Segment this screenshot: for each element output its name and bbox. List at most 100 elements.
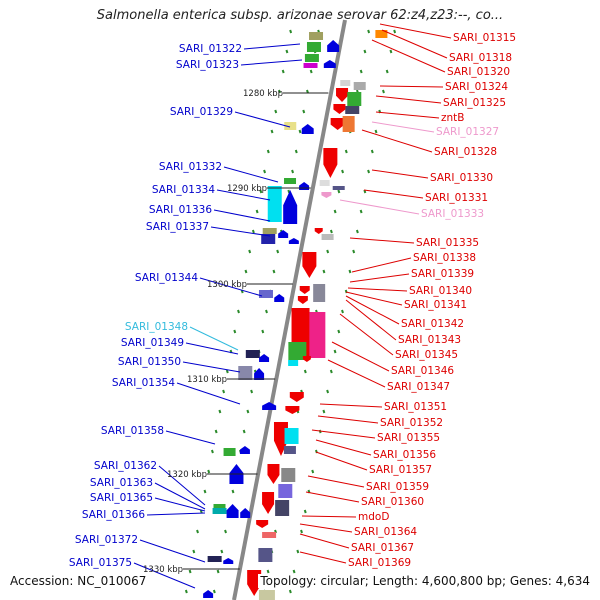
gene-block <box>258 290 273 298</box>
gene-arrow-reverse <box>299 286 310 294</box>
gene-block <box>278 484 293 498</box>
leader-line-right <box>351 257 412 273</box>
leader-line-left <box>223 166 279 183</box>
guide-dash <box>274 109 278 114</box>
gene-label-right: SARI_01360 <box>361 496 424 508</box>
gene-label-left: SARI_01332 <box>159 161 222 173</box>
guide-dash <box>370 149 374 154</box>
gene-arrow-forward <box>262 402 277 410</box>
guide-dash <box>184 589 188 594</box>
gene-label-left: SARI_01358 <box>101 425 164 437</box>
guide-dash <box>309 69 313 74</box>
leader-line-right <box>315 439 372 456</box>
leader-line-right <box>339 313 394 356</box>
gene-arrow-forward <box>254 368 265 380</box>
leader-line-left <box>182 361 241 373</box>
gene-label-right: SARI_01325 <box>443 97 506 109</box>
guide-dash <box>322 269 326 274</box>
gene-label-left: SARI_01329 <box>170 106 233 118</box>
guide-dash <box>188 569 192 574</box>
leader-line-right <box>307 475 365 488</box>
gene-block <box>212 508 227 514</box>
gene-label-right: SARI_01356 <box>373 449 436 461</box>
gene-arrow-forward <box>278 230 289 238</box>
gene-label-left: SARI_01322 <box>179 43 242 55</box>
guide-dash <box>244 269 248 274</box>
gene-labels: SARI_01322 SARI_01323 SARI_01329 SARI_01332… <box>69 32 516 569</box>
guide-dash <box>382 89 385 94</box>
gene-label-left: SARI_01348 <box>125 321 188 333</box>
guide-dash <box>216 569 220 574</box>
gene-label-left: SARI_01336 <box>149 204 212 216</box>
guide-dash <box>329 369 333 374</box>
gene-block <box>306 42 321 52</box>
gene-label-right: SARI_01345 <box>395 349 458 361</box>
gene-block <box>304 54 319 62</box>
guide-dash <box>359 69 363 74</box>
gene-label-right: zntB <box>441 112 465 124</box>
guide-dash <box>251 229 255 234</box>
leader-line-right <box>317 415 379 424</box>
gene-block <box>245 350 260 358</box>
gene-label-right: SARI_01351 <box>384 401 447 413</box>
gene-arrow-reverse <box>323 148 338 178</box>
gene-block <box>261 234 276 244</box>
guide-dash <box>333 349 337 354</box>
leader-line-right <box>299 523 353 533</box>
gene-arrow-reverse <box>336 88 349 102</box>
gene-arrow-forward <box>203 590 214 598</box>
guide-dash <box>266 149 270 154</box>
gene-label-right: SARI_01327 <box>436 126 499 138</box>
leader-line-left <box>213 209 271 222</box>
gene-label-right: SARI_01324 <box>445 81 508 93</box>
leader-line-left <box>176 382 241 405</box>
kbp-tick-label: 1310 kbp <box>187 375 227 385</box>
gene-arrow-reverse <box>321 192 332 198</box>
gene-block <box>309 312 326 358</box>
guide-dash <box>303 369 307 374</box>
gene-arrow-reverse <box>256 520 269 528</box>
gene-arrow-forward <box>288 238 299 244</box>
gene-label-right: SARI_01341 <box>404 299 467 311</box>
guide-dash <box>203 489 207 494</box>
leader-line-left <box>158 465 206 506</box>
gene-label-left: SARI_01344 <box>135 272 198 284</box>
gene-label-left: SARI_01323 <box>176 59 239 71</box>
leader-line-right <box>349 273 410 283</box>
gene-label-left: SARI_01375 <box>69 557 132 569</box>
leader-line-right <box>345 299 397 341</box>
guide-dash <box>374 129 378 134</box>
gene-block <box>223 448 236 456</box>
leader-line-right <box>347 287 408 292</box>
leader-line-right <box>299 551 347 564</box>
guide-dash <box>296 549 300 554</box>
leader-line-right <box>339 199 420 215</box>
gene-block <box>284 178 297 184</box>
gene-label-right: SARI_01346 <box>391 365 454 377</box>
guide-dash <box>199 509 203 514</box>
gene-label-right: SARI_01339 <box>411 268 474 280</box>
leader-line-left <box>154 497 206 512</box>
guide-dash <box>265 309 268 314</box>
gene-label-right: SARI_01359 <box>366 481 429 493</box>
leader-line-right <box>327 359 386 388</box>
gene-arrow-reverse <box>330 118 345 130</box>
guide-dash <box>344 149 348 154</box>
guide-dash <box>322 409 326 414</box>
kbp-tick-label: 1330 kbp <box>143 565 183 575</box>
gene-label-left: SARI_01350 <box>118 356 181 368</box>
leader-line-left <box>189 326 239 351</box>
guide-dash <box>225 369 229 374</box>
gene-block <box>258 548 273 562</box>
guide-dash <box>246 409 250 414</box>
gene-label-right: SARI_01369 <box>348 557 411 569</box>
gene-label-right: SARI_01364 <box>354 526 417 538</box>
kbp-tick-label: 1300 kbp <box>207 280 247 290</box>
guide-dash <box>231 489 235 494</box>
leader-line-left <box>243 43 301 50</box>
guide-dash <box>270 129 274 134</box>
gene-block <box>213 504 226 508</box>
gene-arrow-forward <box>299 182 310 190</box>
leader-line-right <box>345 295 400 325</box>
